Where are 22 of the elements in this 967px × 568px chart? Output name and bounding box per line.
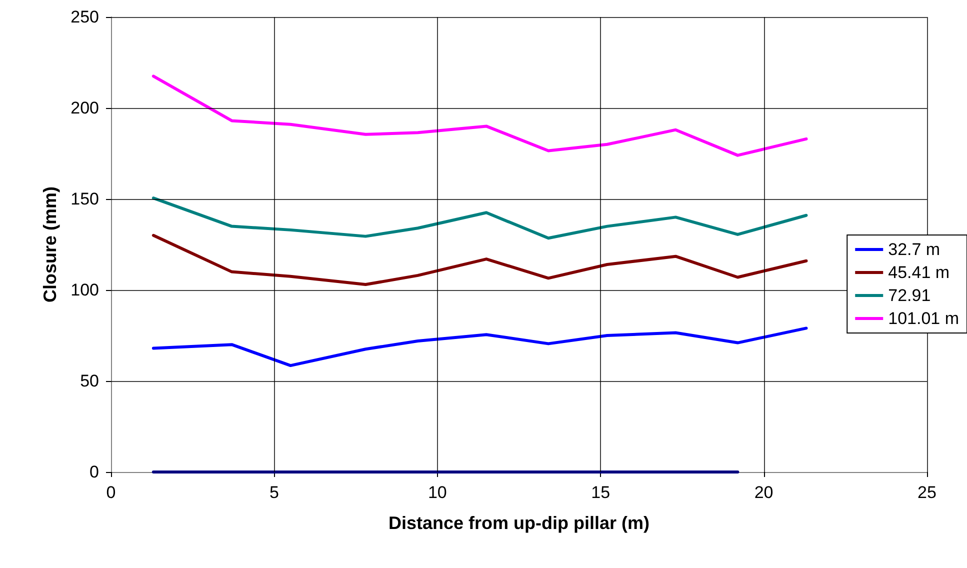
legend-label: 45.41 m <box>888 263 950 282</box>
x-tick-label: 25 <box>918 483 936 502</box>
y-tick-label: 150 <box>70 190 99 208</box>
line-series <box>152 196 808 240</box>
x-tick-label: 5 <box>269 483 279 502</box>
y-tick-label: 200 <box>70 98 99 118</box>
x-tick-label: 0 <box>106 483 116 502</box>
y-tick-label: 0 <box>90 462 99 482</box>
line-series <box>152 234 808 286</box>
legend-label: 32.7 m <box>888 240 940 259</box>
line-series <box>152 326 808 368</box>
x-tick-label: 10 <box>428 483 447 502</box>
x-tick-label: 15 <box>591 483 610 502</box>
x-tick-label: 20 <box>754 483 774 502</box>
x-axis-title: Distance from up-dip pillar (m) <box>388 513 650 533</box>
y-tick-label: 250 <box>70 8 99 26</box>
legend-label: 101.01 m <box>888 309 960 328</box>
line-series <box>152 74 808 157</box>
y-tick-label: 50 <box>80 372 99 390</box>
y-tick-label: 100 <box>70 280 99 300</box>
legend-label: 72.91 <box>888 286 931 305</box>
y-axis-title: Closure (mm) <box>40 186 60 303</box>
